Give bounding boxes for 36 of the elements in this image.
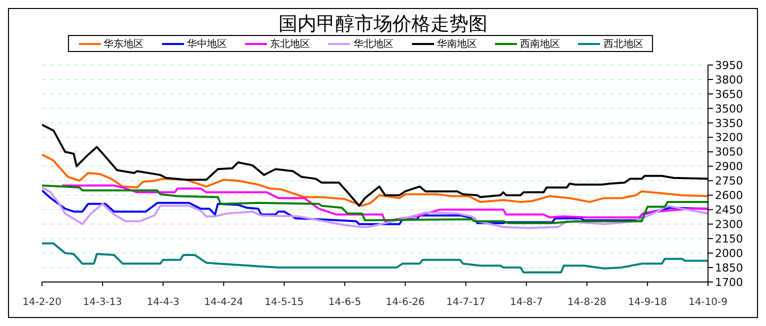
x-tick-label: 14-3-13 (83, 297, 122, 308)
y-tick-label: 3650 (715, 88, 743, 101)
x-tick-label: 14-8-28 (567, 297, 606, 308)
legend-label: 华南地区 (436, 38, 477, 50)
y-tick-label: 2600 (715, 189, 743, 202)
y-tick-label: 2750 (715, 174, 743, 188)
legend-label: 西北地区 (603, 38, 644, 50)
legend-label: 东北地区 (270, 38, 310, 50)
y-tick-label: 2000 (715, 246, 743, 260)
y-tick-label: 3200 (715, 131, 743, 144)
y-tick-label: 3950 (715, 58, 743, 72)
y-tick-label: 2450 (715, 204, 743, 217)
y-tick-label: 1700 (715, 276, 743, 289)
x-tick-label: 14-6-26 (386, 297, 425, 308)
x-tick-label: 14-2-20 (22, 297, 62, 308)
x-tick-label: 14-5-15 (264, 297, 304, 308)
x-tick-label: 14-6-5 (328, 297, 362, 308)
legend-label: 华中地区 (186, 38, 227, 50)
chart-title: 国内甲醇市场价格走势图 (278, 12, 488, 37)
legend-label: 西南地区 (520, 38, 560, 50)
x-tick-label: 14-8-7 (510, 297, 543, 308)
x-tick-label: 14-9-18 (628, 297, 667, 308)
y-tick-label: 3500 (715, 102, 743, 116)
x-tick-label: 14-7-17 (446, 297, 486, 308)
y-tick-label: 3350 (715, 116, 743, 130)
y-tick-label: 2900 (715, 160, 743, 174)
y-tick-label: 3800 (715, 73, 743, 86)
x-tick-label: 14-10-9 (688, 297, 728, 308)
legend-label: 华东地区 (104, 38, 144, 50)
y-tick-label: 1850 (715, 261, 743, 274)
x-tick-label: 14-4-24 (204, 297, 244, 308)
y-tick-label: 2300 (715, 218, 743, 232)
legend-label: 华北地区 (353, 38, 394, 50)
y-tick-label: 2150 (715, 232, 743, 246)
x-tick-label: 14-4-3 (146, 297, 180, 308)
y-tick-label: 3050 (715, 146, 743, 159)
